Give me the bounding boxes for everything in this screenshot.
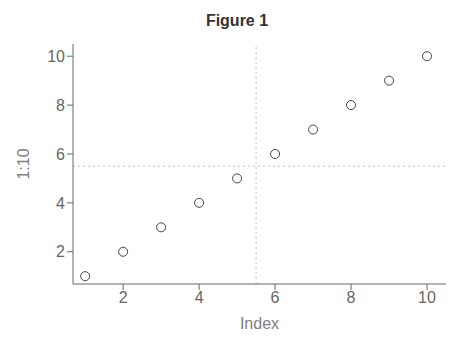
svg-text:10: 10: [418, 289, 436, 306]
svg-text:6: 6: [56, 146, 65, 163]
svg-text:10: 10: [47, 48, 65, 65]
svg-text:4: 4: [56, 195, 65, 212]
svg-text:6: 6: [271, 289, 280, 306]
svg-text:8: 8: [347, 289, 356, 306]
html-text:Figure 1: Figure 1: [205, 12, 269, 29]
svg-text:2: 2: [119, 289, 128, 306]
svg-text:8: 8: [56, 97, 65, 114]
svg-text:Index: Index: [240, 315, 279, 332]
svg-text:2: 2: [56, 243, 65, 260]
svg-text:1:10: 1:10: [15, 148, 32, 179]
svg-text:4: 4: [195, 289, 204, 306]
